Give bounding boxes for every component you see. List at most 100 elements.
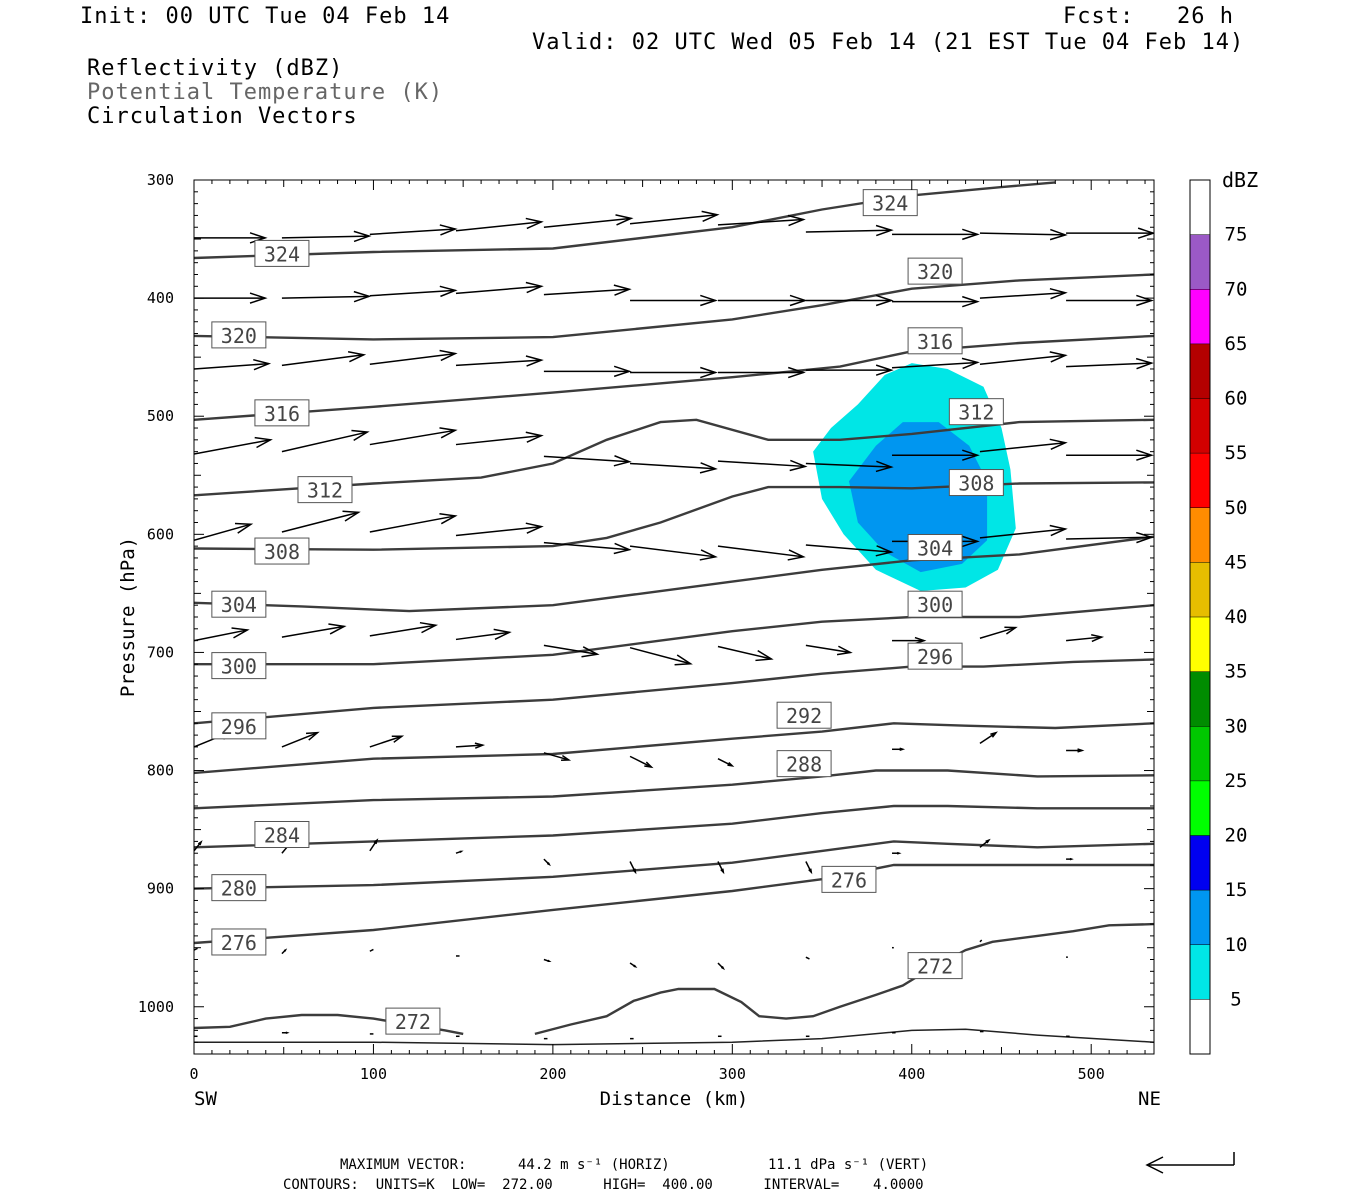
vector-shaft bbox=[455, 525, 542, 537]
circulation-vector bbox=[543, 541, 632, 555]
contour-label-box bbox=[385, 1007, 441, 1035]
circulation-vector bbox=[281, 948, 288, 955]
vector-head bbox=[391, 735, 405, 743]
circulation-vector bbox=[543, 752, 572, 762]
vector-head bbox=[613, 365, 632, 378]
colorbar-segment bbox=[1190, 343, 1210, 399]
vector-shaft bbox=[979, 292, 1066, 299]
vector-head bbox=[720, 966, 725, 971]
vector-head bbox=[561, 754, 572, 762]
vector-shaft bbox=[281, 354, 364, 367]
circulation-vector bbox=[194, 358, 272, 371]
x-tick-label: 200 bbox=[539, 1065, 566, 1083]
circulation-vector bbox=[369, 349, 458, 365]
vector-shaft bbox=[805, 644, 851, 654]
vector-head bbox=[875, 364, 894, 376]
contour-label: 276 bbox=[211, 928, 267, 956]
theta-contour-280 bbox=[194, 840, 1154, 890]
vector-head bbox=[1069, 857, 1074, 861]
circulation-vector bbox=[805, 460, 894, 473]
vector-shaft bbox=[194, 362, 269, 370]
contour-label-text: 300 bbox=[917, 593, 953, 617]
vector-shaft bbox=[194, 629, 248, 642]
vector-head bbox=[961, 357, 980, 370]
vector-head bbox=[547, 959, 552, 963]
contour-label: 312 bbox=[948, 398, 1004, 426]
vector-shaft bbox=[717, 218, 804, 226]
circulation-vector bbox=[455, 355, 544, 367]
contour-label: 284 bbox=[254, 821, 310, 848]
contour-label: 296 bbox=[907, 642, 963, 670]
circulation-vector bbox=[1066, 531, 1154, 544]
circulation-vector bbox=[369, 224, 458, 236]
colorbar-level-label: 20 bbox=[1225, 825, 1248, 847]
maximum-vector-horiz: 44.2 m s⁻¹ (HORIZ) bbox=[518, 1157, 670, 1173]
vector-head bbox=[328, 623, 347, 635]
vector-shaft bbox=[805, 462, 892, 468]
circulation-vector bbox=[455, 281, 544, 295]
circulation-vector bbox=[892, 636, 927, 645]
circulation-vector bbox=[1066, 449, 1154, 461]
vector-shaft bbox=[629, 462, 716, 470]
colorbar-level-label: 25 bbox=[1225, 770, 1248, 792]
contour-label-text: 304 bbox=[917, 536, 953, 560]
vector-head bbox=[439, 349, 458, 362]
circulation-vector bbox=[455, 742, 486, 749]
vector-shaft bbox=[891, 361, 978, 369]
contour-label-box bbox=[297, 476, 353, 504]
circulation-vector bbox=[369, 513, 458, 533]
circulation-vector bbox=[892, 747, 906, 752]
theta-contour-316 bbox=[194, 334, 1154, 421]
circulation-vector bbox=[979, 287, 1068, 300]
vector-head bbox=[727, 761, 735, 767]
colorbar-segment bbox=[1190, 180, 1210, 235]
circulation-vector bbox=[369, 735, 405, 748]
circulation-vector bbox=[805, 364, 894, 376]
vector-shaft bbox=[979, 232, 1066, 236]
vector-head bbox=[525, 217, 544, 230]
colorbar-segment bbox=[1190, 398, 1210, 454]
circulation-vector bbox=[281, 290, 372, 303]
circulation-vector bbox=[1066, 857, 1074, 861]
circulation-vector bbox=[979, 626, 1018, 639]
circulation-vector bbox=[717, 861, 725, 875]
colorbar-level-label: 40 bbox=[1225, 606, 1248, 628]
contour-label: 312 bbox=[297, 476, 353, 504]
circulation-vector bbox=[717, 758, 735, 767]
vector-head bbox=[985, 838, 991, 844]
vector-head bbox=[836, 645, 853, 656]
colorbar-level-label: 60 bbox=[1225, 388, 1248, 410]
colorbar-segment bbox=[1190, 999, 1210, 1054]
vector-head bbox=[789, 459, 808, 472]
contours-info: CONTOURS: UNITS=K LOW= 272.00 HIGH= 400.… bbox=[283, 1177, 924, 1193]
circulation-vector bbox=[717, 366, 806, 379]
theta-contour-276 bbox=[194, 863, 1154, 945]
vector-head bbox=[474, 742, 486, 749]
circulation-vector bbox=[281, 429, 370, 453]
vector-head bbox=[633, 964, 638, 968]
circulation-vector bbox=[717, 645, 774, 662]
circulation-vector bbox=[194, 522, 254, 541]
vector-shaft bbox=[717, 758, 733, 767]
surface-line bbox=[194, 1028, 1154, 1046]
vector-head bbox=[254, 436, 273, 449]
vector-head bbox=[253, 358, 272, 371]
vector-head bbox=[373, 838, 379, 845]
vector-shaft bbox=[805, 956, 810, 960]
circulation-vector bbox=[543, 214, 634, 228]
vector-shaft bbox=[629, 545, 716, 558]
contour-label: 304 bbox=[907, 533, 963, 561]
circulation-vector bbox=[194, 947, 198, 951]
vector-shaft bbox=[979, 528, 1066, 539]
vector-shaft bbox=[1066, 362, 1152, 368]
circulation-vector bbox=[717, 545, 806, 561]
vector-head bbox=[875, 545, 894, 557]
colorbar-level-label: 15 bbox=[1225, 879, 1248, 901]
contour-label-text: 324 bbox=[264, 242, 300, 266]
maximum-vector-vert: 11.1 dPa s⁻¹ (VERT) bbox=[768, 1157, 929, 1173]
vector-head bbox=[546, 862, 551, 867]
vector-head bbox=[1049, 287, 1068, 300]
contour-label-box bbox=[948, 398, 1004, 426]
colorbar-segment bbox=[1190, 562, 1210, 617]
